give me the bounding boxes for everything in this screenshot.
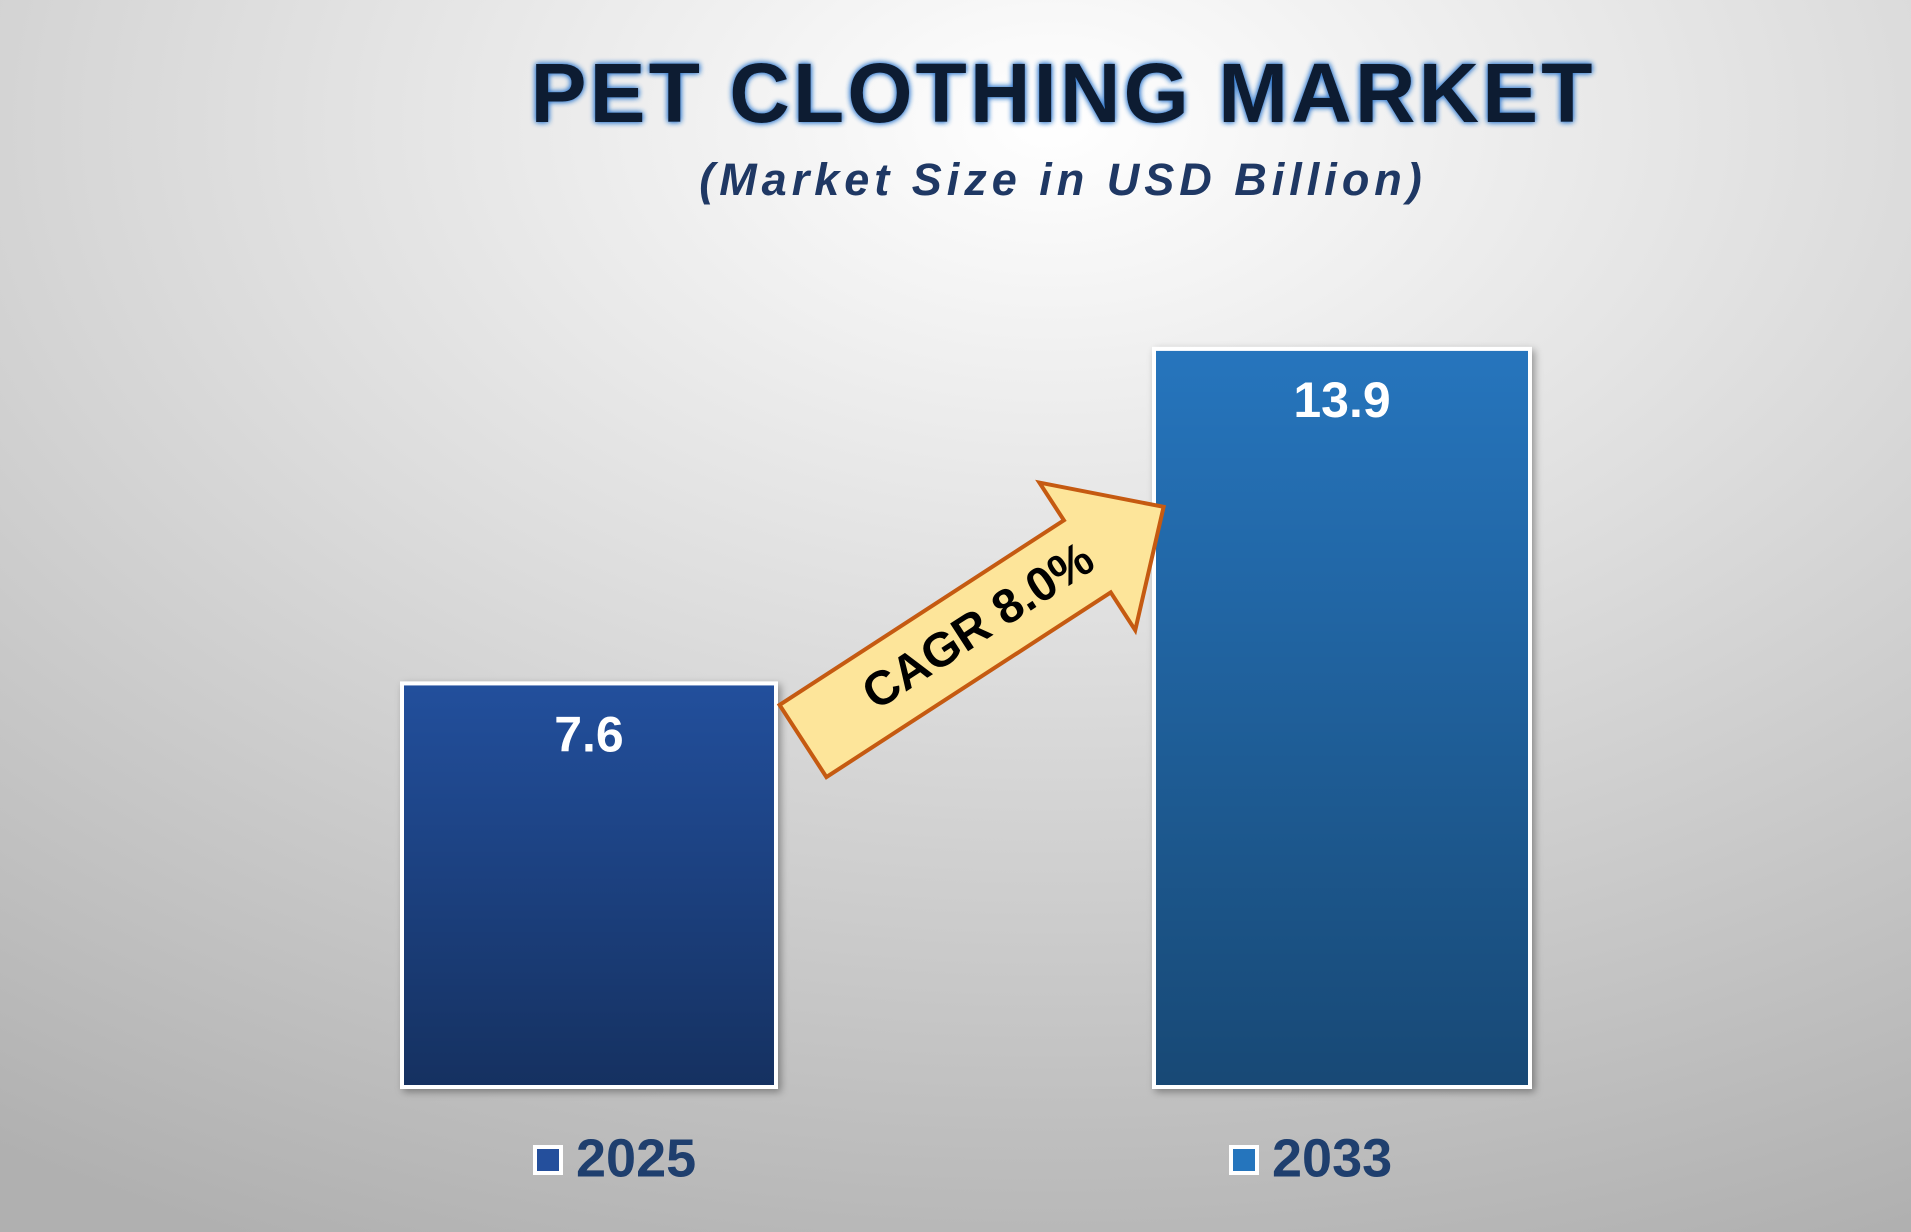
value-label: 13.9 bbox=[1293, 372, 1390, 428]
chart-subtitle: (Market Size in USD Billion) bbox=[699, 154, 1427, 205]
bar-shade bbox=[404, 685, 774, 1085]
legend-label: 2033 bbox=[1272, 1128, 1392, 1188]
bar-shade bbox=[1156, 350, 1528, 1085]
value-label: 7.6 bbox=[554, 707, 624, 763]
legend-swatch bbox=[1229, 1145, 1259, 1175]
chart-title: PET CLOTHING MARKET bbox=[531, 46, 1596, 140]
arrow-shape bbox=[776, 479, 1167, 780]
legend-swatch bbox=[533, 1145, 563, 1175]
legend-label: 2025 bbox=[576, 1128, 696, 1188]
